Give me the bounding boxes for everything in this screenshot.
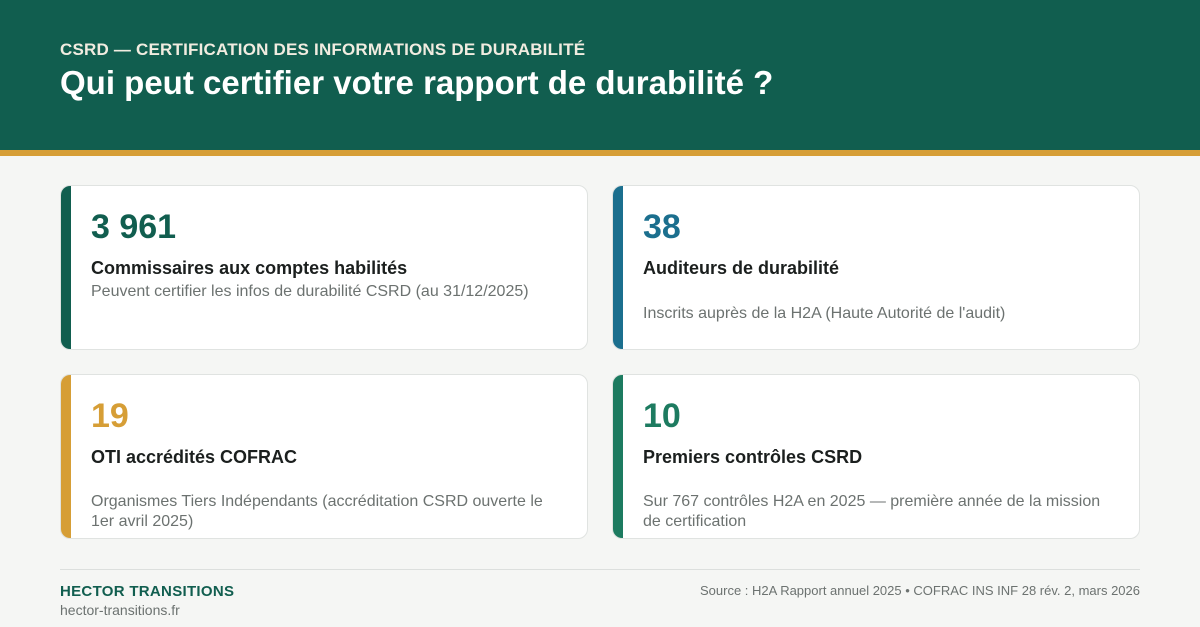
- card-accent-bar: [61, 186, 71, 349]
- brand-name: HECTOR TRANSITIONS: [60, 583, 235, 600]
- website-link[interactable]: hector-transitions.fr: [60, 602, 180, 618]
- stat-label: Commissaires aux comptes habilités: [91, 258, 408, 278]
- stat-card-oti: 19 OTI accrédités COFRAC Organismes Tier…: [60, 374, 588, 539]
- stat-label: OTI accrédités COFRAC: [91, 447, 298, 467]
- stat-card-commissaires: 3 961 Commissaires aux comptes habilités…: [60, 185, 588, 350]
- stat-description: Inscrits auprès de la H2A (Haute Autorit…: [643, 305, 1006, 322]
- stat-value: 38: [643, 208, 681, 246]
- header-kicker: CSRD — CERTIFICATION DES INFORMATIONS DE…: [60, 40, 586, 59]
- stat-card-auditeurs: 38 Auditeurs de durabilité Inscrits aupr…: [612, 185, 1140, 350]
- stat-label: Auditeurs de durabilité: [643, 258, 840, 278]
- card-accent-bar: [613, 375, 623, 538]
- stat-value: 10: [643, 397, 681, 435]
- stat-value: 19: [91, 397, 129, 435]
- stat-label: Premiers contrôles CSRD: [643, 447, 863, 467]
- footer-divider: [60, 569, 1140, 570]
- stat-value: 3 961: [91, 208, 177, 246]
- source-note: Source : H2A Rapport annuel 2025 • COFRA…: [699, 583, 1140, 598]
- header-banner: CSRD — CERTIFICATION DES INFORMATIONS DE…: [0, 0, 1200, 150]
- stat-description: Sur 767 contrôles H2A en 2025 — première…: [643, 493, 1101, 530]
- card-accent-bar: [61, 375, 71, 538]
- stat-description: Peuvent certifier les infos de durabilit…: [91, 283, 529, 300]
- page-title: Qui peut certifier votre rapport de dura…: [60, 64, 774, 101]
- stat-card-controles: 10 Premiers contrôles CSRD Sur 767 contr…: [612, 374, 1140, 539]
- header-accent-stripe: [0, 150, 1200, 156]
- stat-description: Organismes Tiers Indépendants (accrédita…: [91, 493, 543, 530]
- card-accent-bar: [613, 186, 623, 349]
